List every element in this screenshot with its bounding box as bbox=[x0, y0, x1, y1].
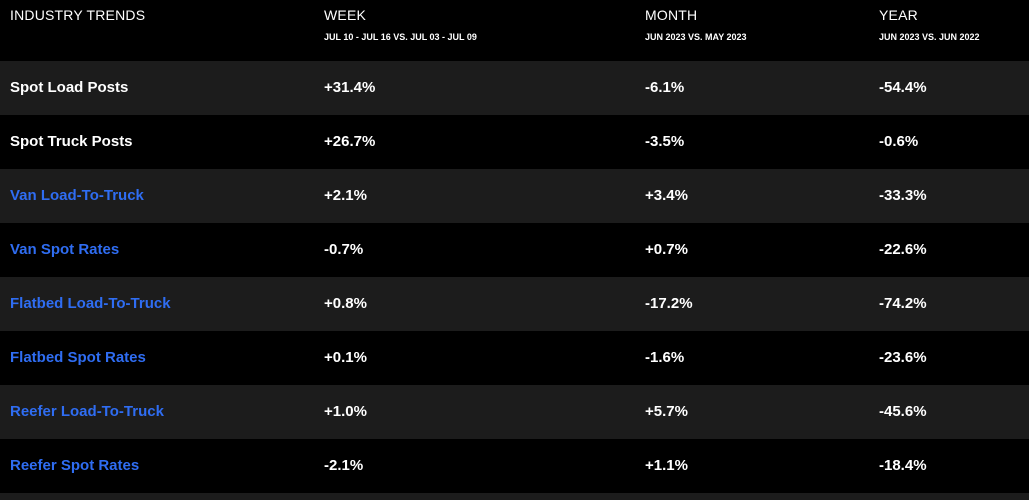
month-value: +1.1% bbox=[645, 457, 688, 474]
year-value: -74.2% bbox=[879, 295, 927, 312]
week-value: +2.1% bbox=[324, 187, 367, 204]
table-row: Spot Load Posts +31.4% -6.1% -54.4% bbox=[0, 61, 1029, 115]
table-row: Flatbed Spot Rates +0.1% -1.6% -23.6% bbox=[0, 331, 1029, 385]
month-value: -17.2% bbox=[645, 295, 693, 312]
header-year: YEAR JUN 2023 VS. JUN 2022 bbox=[879, 7, 980, 42]
metric-label: Spot Load Posts bbox=[10, 79, 129, 96]
table-header: INDUSTRY TRENDS WEEK JUL 10 - JUL 16 VS.… bbox=[0, 0, 1029, 61]
header-week-range: JUL 10 - JUL 16 VS. JUL 03 - JUL 09 bbox=[324, 32, 477, 42]
week-value: +31.4% bbox=[324, 79, 376, 96]
header-week-label: WEEK bbox=[324, 7, 367, 23]
month-value: -3.5% bbox=[645, 133, 685, 150]
week-value: +26.7% bbox=[324, 133, 376, 150]
month-value: +5.7% bbox=[645, 403, 688, 420]
metric-label: Spot Truck Posts bbox=[10, 133, 133, 150]
header-month: MONTH JUN 2023 VS. MAY 2023 bbox=[645, 7, 747, 42]
year-value: -18.4% bbox=[879, 457, 927, 474]
header-year-range: JUN 2023 VS. JUN 2022 bbox=[879, 32, 980, 42]
year-value: -33.3% bbox=[879, 187, 927, 204]
year-value: -45.6% bbox=[879, 403, 927, 420]
header-week: WEEK JUL 10 - JUL 16 VS. JUL 03 - JUL 09 bbox=[324, 7, 477, 42]
table-row-partial bbox=[0, 493, 1029, 500]
header-industry-trends: INDUSTRY TRENDS bbox=[10, 7, 145, 23]
week-value: +1.0% bbox=[324, 403, 367, 420]
month-value: +3.4% bbox=[645, 187, 688, 204]
table-row: Van Spot Rates -0.7% +0.7% -22.6% bbox=[0, 223, 1029, 277]
year-value: -22.6% bbox=[879, 241, 927, 258]
metric-link-reefer-load-to-truck[interactable]: Reefer Load-To-Truck bbox=[10, 403, 164, 420]
table-row: Reefer Spot Rates -2.1% +1.1% -18.4% bbox=[0, 439, 1029, 493]
header-year-label: YEAR bbox=[879, 7, 918, 23]
table-row: Van Load-To-Truck +2.1% +3.4% -33.3% bbox=[0, 169, 1029, 223]
metric-link-van-load-to-truck[interactable]: Van Load-To-Truck bbox=[10, 187, 144, 204]
year-value: -54.4% bbox=[879, 79, 927, 96]
metric-link-flatbed-load-to-truck[interactable]: Flatbed Load-To-Truck bbox=[10, 295, 171, 312]
year-value: -0.6% bbox=[879, 133, 919, 150]
metric-link-reefer-spot-rates[interactable]: Reefer Spot Rates bbox=[10, 457, 140, 474]
table-row: Flatbed Load-To-Truck +0.8% -17.2% -74.2… bbox=[0, 277, 1029, 331]
header-month-range: JUN 2023 VS. MAY 2023 bbox=[645, 32, 747, 42]
month-value: -6.1% bbox=[645, 79, 685, 96]
week-value: -2.1% bbox=[324, 457, 364, 474]
metric-link-van-spot-rates[interactable]: Van Spot Rates bbox=[10, 241, 120, 258]
metric-link-flatbed-spot-rates[interactable]: Flatbed Spot Rates bbox=[10, 349, 146, 366]
table-row: Spot Truck Posts +26.7% -3.5% -0.6% bbox=[0, 115, 1029, 169]
table-row: Reefer Load-To-Truck +1.0% +5.7% -45.6% bbox=[0, 385, 1029, 439]
week-value: +0.8% bbox=[324, 295, 367, 312]
year-value: -23.6% bbox=[879, 349, 927, 366]
week-value: +0.1% bbox=[324, 349, 367, 366]
header-month-label: MONTH bbox=[645, 7, 698, 23]
month-value: +0.7% bbox=[645, 241, 688, 258]
header-title: INDUSTRY TRENDS bbox=[10, 7, 146, 23]
month-value: -1.6% bbox=[645, 349, 685, 366]
week-value: -0.7% bbox=[324, 241, 364, 258]
